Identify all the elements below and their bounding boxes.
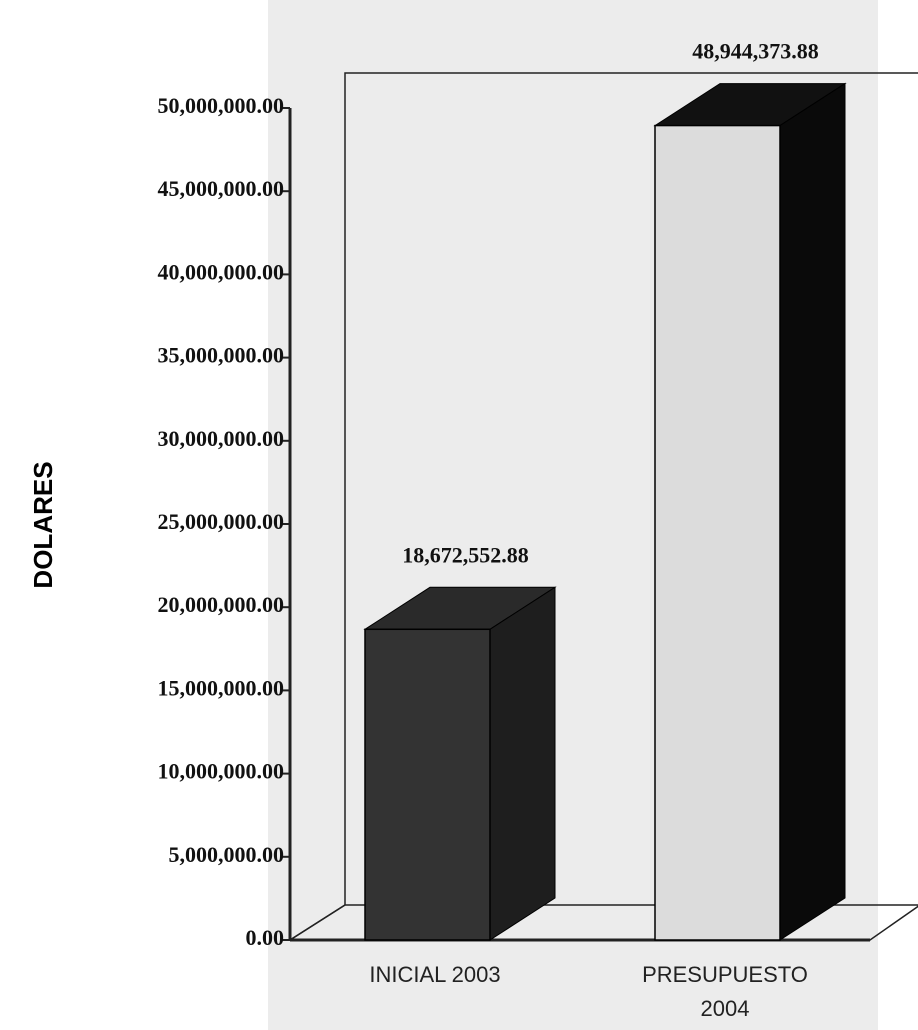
- y-tick-label: 25,000,000.00: [158, 509, 285, 534]
- y-tick-label: 30,000,000.00: [158, 426, 285, 451]
- y-tick-label: 5,000,000.00: [169, 842, 285, 867]
- y-tick-label: 50,000,000.00: [158, 93, 285, 118]
- bar-side: [779, 82, 846, 941]
- y-axis-label: DOLARES: [28, 461, 58, 588]
- y-tick-label: 35,000,000.00: [158, 343, 285, 368]
- value-label: 48,944,373.88: [692, 39, 819, 64]
- bar: [654, 124, 781, 941]
- x-tick-label: PRESUPUESTO 2004: [642, 962, 808, 1021]
- bar-side: [489, 586, 556, 941]
- x-tick-label: INICIAL 2003: [369, 962, 501, 987]
- y-tick-label: 15,000,000.00: [158, 675, 285, 700]
- y-tick-label: 10,000,000.00: [158, 759, 285, 784]
- value-label: 18,672,552.88: [402, 542, 529, 567]
- y-tick-label: 40,000,000.00: [158, 259, 285, 284]
- y-tick-label: 45,000,000.00: [158, 176, 285, 201]
- y-tick-label: 20,000,000.00: [158, 592, 285, 617]
- bar: [364, 628, 491, 941]
- y-tick-label: 0.00: [246, 925, 285, 950]
